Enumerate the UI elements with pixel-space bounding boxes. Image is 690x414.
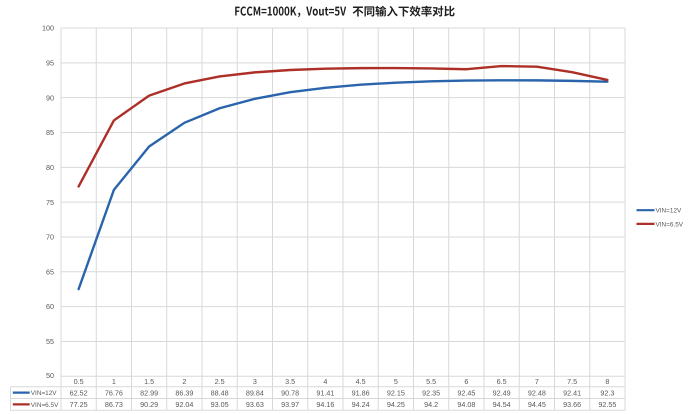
svg-text:92.41: 92.41 — [563, 388, 581, 397]
svg-text:70: 70 — [46, 233, 54, 242]
svg-text:6: 6 — [464, 377, 468, 386]
svg-text:90.78: 90.78 — [281, 388, 299, 397]
svg-text:80: 80 — [46, 163, 54, 172]
svg-text:75: 75 — [46, 198, 54, 207]
svg-text:55: 55 — [46, 337, 54, 346]
svg-text:4.5: 4.5 — [356, 377, 366, 386]
svg-text:89.84: 89.84 — [246, 388, 264, 397]
svg-text:2: 2 — [182, 377, 186, 386]
svg-text:VIN=6.5V: VIN=6.5V — [31, 402, 59, 409]
svg-text:7.5: 7.5 — [567, 377, 577, 386]
svg-text:VIN=12V: VIN=12V — [656, 208, 682, 215]
svg-text:94.16: 94.16 — [316, 400, 334, 409]
svg-text:100: 100 — [42, 24, 54, 33]
svg-text:90: 90 — [46, 93, 54, 102]
svg-text:3.5: 3.5 — [285, 377, 295, 386]
svg-text:6.5: 6.5 — [497, 377, 507, 386]
svg-text:93.05: 93.05 — [211, 400, 229, 409]
svg-text:77.25: 77.25 — [70, 400, 88, 409]
svg-text:92.35: 92.35 — [422, 388, 440, 397]
svg-text:VIN=6.5V: VIN=6.5V — [656, 221, 684, 228]
svg-text:60: 60 — [46, 302, 54, 311]
svg-text:94.24: 94.24 — [352, 400, 370, 409]
svg-text:0.5: 0.5 — [74, 377, 84, 386]
svg-text:85: 85 — [46, 128, 54, 137]
svg-text:88.48: 88.48 — [211, 388, 229, 397]
svg-text:8: 8 — [605, 377, 609, 386]
svg-text:92.04: 92.04 — [175, 400, 193, 409]
svg-text:3: 3 — [253, 377, 257, 386]
svg-text:VIN=12V: VIN=12V — [31, 390, 57, 397]
svg-text:82.99: 82.99 — [140, 388, 158, 397]
svg-text:4: 4 — [323, 377, 327, 386]
svg-text:1.5: 1.5 — [144, 377, 154, 386]
svg-text:2.5: 2.5 — [215, 377, 225, 386]
svg-text:93.63: 93.63 — [246, 400, 264, 409]
svg-text:65: 65 — [46, 267, 54, 276]
svg-text:5.5: 5.5 — [426, 377, 436, 386]
svg-text:94.08: 94.08 — [457, 400, 475, 409]
svg-text:92.45: 92.45 — [457, 388, 475, 397]
svg-text:86.39: 86.39 — [175, 388, 193, 397]
svg-text:5: 5 — [394, 377, 398, 386]
svg-text:76.76: 76.76 — [105, 388, 123, 397]
svg-text:91.41: 91.41 — [316, 388, 334, 397]
svg-text:90.29: 90.29 — [140, 400, 158, 409]
svg-text:62.52: 62.52 — [70, 388, 88, 397]
svg-text:92.3: 92.3 — [600, 388, 614, 397]
svg-text:94.45: 94.45 — [528, 400, 546, 409]
svg-text:86.73: 86.73 — [105, 400, 123, 409]
svg-text:7: 7 — [535, 377, 539, 386]
svg-text:94.25: 94.25 — [387, 400, 405, 409]
svg-text:94.2: 94.2 — [424, 400, 438, 409]
svg-text:92.15: 92.15 — [387, 388, 405, 397]
svg-text:95: 95 — [46, 58, 54, 67]
svg-text:50: 50 — [46, 371, 54, 380]
svg-text:92.48: 92.48 — [528, 388, 546, 397]
svg-text:93.66: 93.66 — [563, 400, 581, 409]
svg-text:94.54: 94.54 — [493, 400, 511, 409]
svg-text:91.86: 91.86 — [352, 388, 370, 397]
svg-text:1: 1 — [112, 377, 116, 386]
svg-text:93.97: 93.97 — [281, 400, 299, 409]
svg-text:92.49: 92.49 — [493, 388, 511, 397]
svg-text:92.55: 92.55 — [598, 400, 616, 409]
